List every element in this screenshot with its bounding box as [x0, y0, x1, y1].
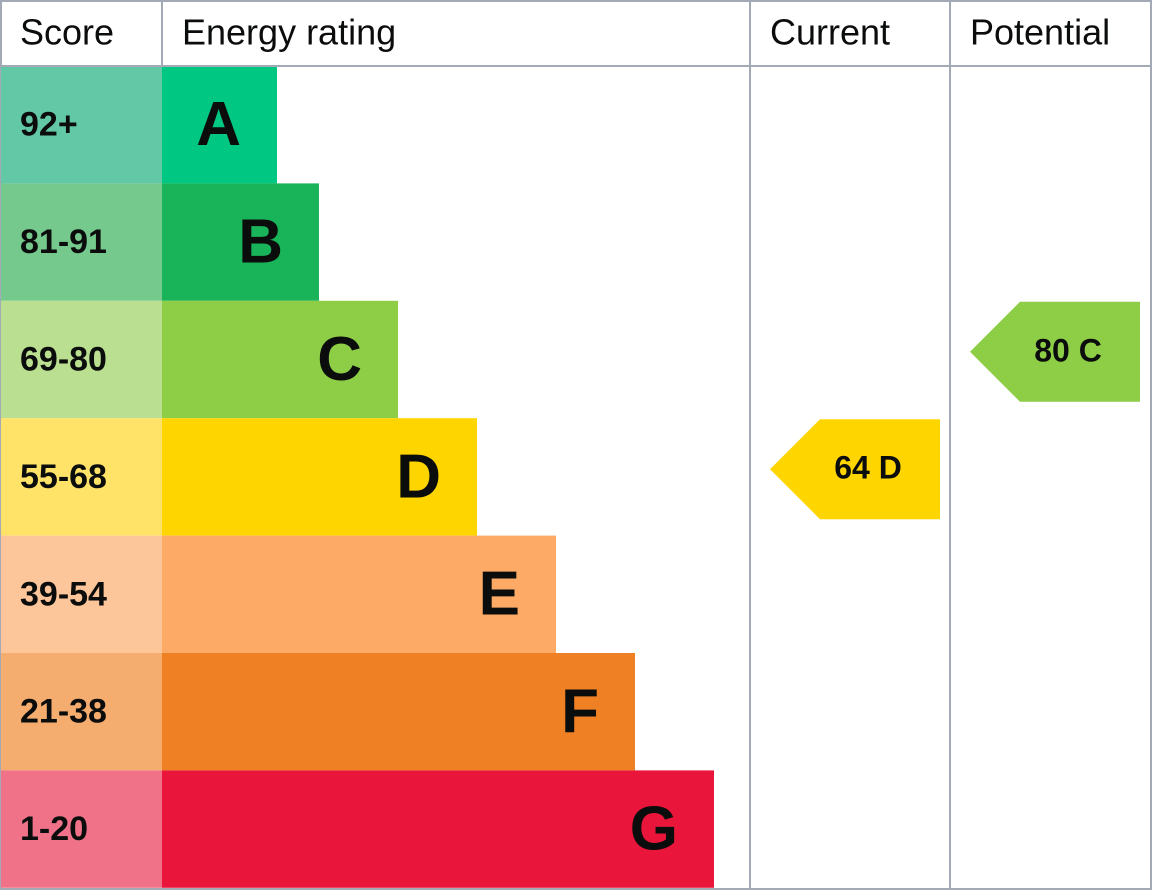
- rating-letter: D: [396, 442, 441, 511]
- score-cell: [1, 770, 162, 888]
- score-label: 21-38: [20, 693, 107, 731]
- score-cell: [1, 418, 162, 536]
- rating-letter: A: [196, 90, 241, 159]
- rating-letter: B: [238, 207, 283, 276]
- rating-letter: E: [479, 560, 520, 629]
- score-label: 92+: [20, 106, 78, 144]
- score-cell: [1, 535, 162, 653]
- rating-bar: [162, 770, 714, 888]
- header-energy-rating: Energy rating: [182, 12, 396, 53]
- rating-bar: [162, 300, 398, 419]
- score-label: 39-54: [20, 575, 107, 613]
- potential-arrow: [970, 301, 1140, 402]
- rating-bar: [162, 66, 277, 184]
- potential-label: 80 C: [1034, 332, 1102, 368]
- rating-letter: G: [630, 794, 678, 863]
- rating-body: 92+ A 81-91 B 69-80 C 55-68 D 39-54 E 21-38 F 1-20 G 6…: [1, 66, 1140, 888]
- score-label: 1-20: [20, 810, 88, 848]
- score-label: 69-80: [20, 340, 107, 378]
- score-cell: [1, 183, 162, 301]
- rating-bar: [162, 535, 556, 653]
- header-current: Current: [770, 12, 890, 53]
- header-score: Score: [20, 12, 114, 53]
- header-potential: Potential: [970, 12, 1110, 53]
- current-arrow: [770, 419, 940, 520]
- rating-bar: [162, 183, 319, 301]
- rating-bar: [162, 653, 635, 771]
- score-cell: [1, 653, 162, 771]
- score-label: 81-91: [20, 223, 107, 261]
- rating-letter: C: [317, 325, 362, 394]
- score-label: 55-68: [20, 458, 107, 496]
- current-label: 64 D: [834, 450, 902, 486]
- score-cell: [1, 300, 162, 419]
- rating-letter: F: [561, 677, 599, 746]
- score-cell: [1, 66, 162, 184]
- rating-bar: [162, 418, 477, 536]
